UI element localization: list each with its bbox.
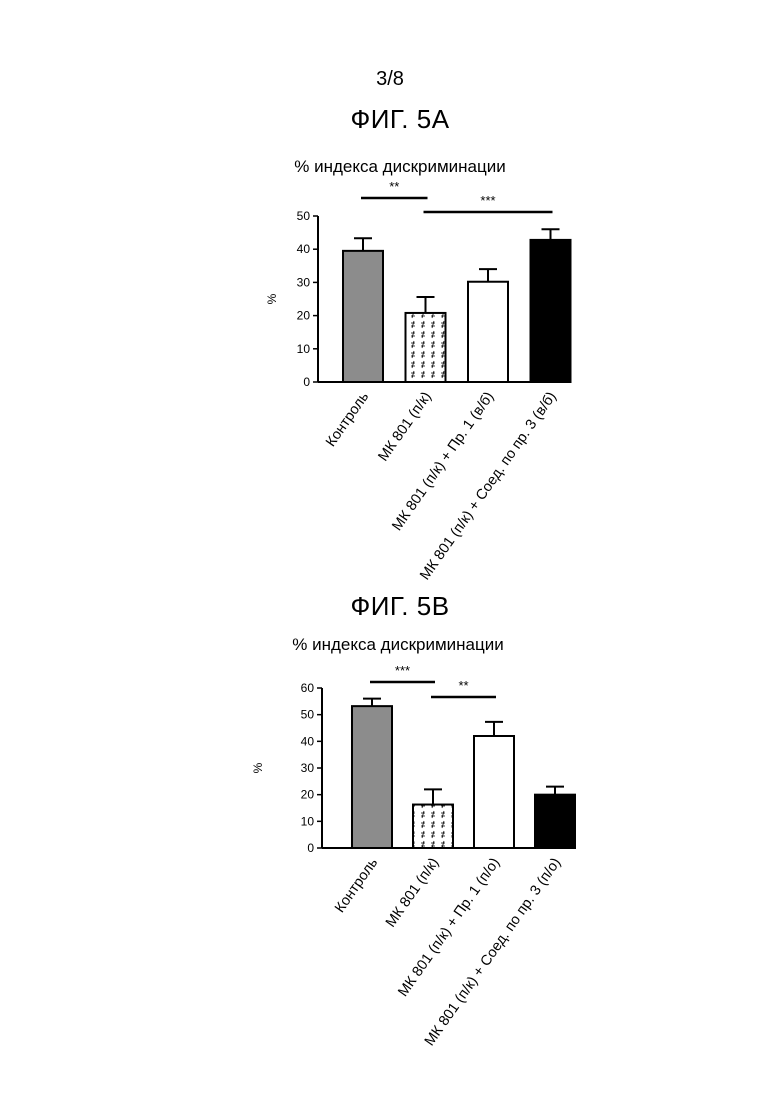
x-tick-label: МК 801 (п/к) [383, 855, 442, 930]
significance-label: *** [395, 663, 410, 678]
x-tick-label: Контроль [323, 389, 372, 450]
y-axis-label: % [265, 293, 279, 304]
figure-title-5a: ФИГ. 5А [0, 104, 780, 135]
bar-4 [535, 795, 575, 848]
page-number: 3/8 [0, 68, 780, 91]
x-tick-label: МК 801 (п/к) + Соед. по пр. 3 (в/б) [417, 389, 560, 583]
y-tick-label: 40 [297, 242, 311, 256]
y-tick-label: 30 [301, 761, 315, 775]
chart-title: % индекса дискриминации [294, 157, 505, 176]
bar-1 [352, 706, 392, 848]
x-tick-label: МК 801 (п/к) + Соед. по пр. 3 (п/о) [422, 855, 565, 1049]
y-tick-label: 20 [301, 788, 315, 802]
bar-chart-5a: % индекса дискриминации 0 10 20 30 40 50% Контр… [0, 140, 780, 600]
significance-label: *** [480, 193, 495, 208]
y-axis-label: % [251, 762, 265, 773]
x-tick-label: Контроль [332, 855, 381, 916]
y-tick-label: 50 [301, 708, 315, 722]
bar-4 [531, 240, 571, 382]
significance-label: ** [458, 678, 468, 693]
bar-3 [468, 282, 508, 382]
x-tick-label: МК 801 (п/к) + Пр. 1 (п/о) [395, 855, 503, 1000]
y-tick-label: 40 [301, 734, 315, 748]
y-tick-label: 60 [301, 681, 315, 695]
y-tick-label: 0 [307, 841, 314, 855]
bar-chart-5b: % индекса дискриминации 0 10 20 30 40 50 60% Кон… [0, 620, 780, 1080]
y-tick-label: 10 [297, 342, 311, 356]
x-tick-label: МК 801 (п/к) [375, 389, 434, 464]
bar-2 [413, 805, 453, 848]
figure-title-5b: ФИГ. 5В [0, 591, 780, 622]
chart-title: % индекса дискриминации [292, 635, 503, 654]
bar-1 [343, 251, 383, 382]
y-tick-label: 10 [301, 814, 315, 828]
y-tick-label: 50 [297, 209, 311, 223]
bar-2 [406, 313, 446, 382]
y-tick-label: 0 [303, 375, 310, 389]
bar-3 [474, 736, 514, 848]
significance-label: ** [389, 179, 399, 194]
y-tick-label: 20 [297, 309, 311, 323]
y-tick-label: 30 [297, 275, 311, 289]
